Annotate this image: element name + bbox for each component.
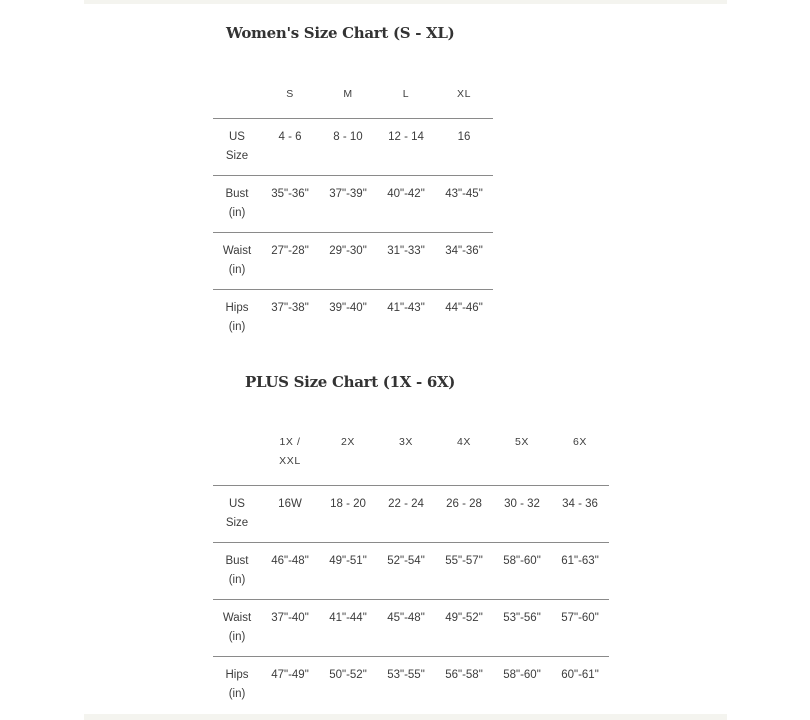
empty-header-cell (213, 76, 261, 119)
table-row: Bust (in) 35"-36" 37"-39" 40"-42" 43"-45" (213, 175, 493, 233)
table-cell: 49"-51" (319, 542, 377, 600)
table-cell: 46"-48" (261, 542, 319, 600)
cell-text: (in) (228, 688, 246, 700)
cell-text: Waist (222, 245, 252, 257)
column-header: 3X (377, 424, 435, 486)
table-row: Bust (in) 46"-48" 49"-51" 52"-54" 55"-57" 58"-… (213, 542, 609, 600)
column-header: M (343, 88, 353, 100)
table-cell: 58"-60" (493, 656, 551, 713)
table-cell: 49"-52" (435, 599, 493, 657)
table-cell: 37"-38" (261, 289, 319, 346)
table-row: Hips (in) 47"-49" 50"-52" 53"-55" 56"-58" 58"-… (213, 656, 609, 713)
table-cell: 16 (435, 118, 493, 176)
table-cell: 29"-30" (319, 232, 377, 290)
cell-text: Size (225, 517, 249, 529)
row-label: Bust (in) (213, 542, 261, 600)
column-header: L (402, 88, 410, 100)
top-divider-strip (84, 0, 727, 4)
cell-text: Bust (225, 188, 249, 200)
table-cell: 41"-44" (319, 599, 377, 657)
table-cell: 22 - 24 (377, 485, 435, 543)
cell-text: 2X (340, 436, 356, 448)
table-cell: 40"-42" (377, 175, 435, 233)
table-cell: 45"-48" (377, 599, 435, 657)
table-cell: 31"-33" (377, 232, 435, 290)
cell-text: 6X (572, 436, 588, 448)
table-cell: 44"-46" (435, 289, 493, 346)
cell-text: Size (225, 150, 249, 162)
row-label: Hips (in) (213, 289, 261, 346)
bottom-divider-strip (84, 714, 727, 720)
cell-text: 1X / (279, 436, 301, 448)
table-cell: 34 - 36 (551, 485, 609, 543)
table-cell: 50"-52" (319, 656, 377, 713)
cell-text: (in) (228, 207, 246, 219)
table-cell: 39"-40" (319, 289, 377, 346)
cell-text: (in) (228, 574, 246, 586)
table-cell: 57"-60" (551, 599, 609, 657)
cell-text: Hips (225, 669, 249, 681)
cell-text: Bust (225, 555, 249, 567)
row-label: Bust (in) (213, 175, 261, 233)
cell-text: 5X (514, 436, 530, 448)
column-header: XL (456, 88, 472, 100)
cell-text: Hips (225, 302, 249, 314)
row-label: Hips (in) (213, 656, 261, 713)
header-row: 1X / XXL 2X 3X 4X 5X 6X (213, 424, 609, 486)
table-cell: 52"-54" (377, 542, 435, 600)
column-header: S (286, 88, 294, 100)
cell-text: 3X (398, 436, 414, 448)
table-cell: 47"-49" (261, 656, 319, 713)
table-cell: 58"-60" (493, 542, 551, 600)
header-row: S M L XL (213, 76, 493, 119)
cell-text: (in) (228, 631, 246, 643)
column-header: 1X / XXL (261, 424, 319, 486)
table-cell: 60"-61" (551, 656, 609, 713)
empty-header-cell (213, 424, 261, 486)
column-header: 5X (493, 424, 551, 486)
cell-text: (in) (228, 264, 246, 276)
table-cell: 8 - 10 (319, 118, 377, 176)
table-cell: 30 - 32 (493, 485, 551, 543)
table-cell: 41"-43" (377, 289, 435, 346)
table-cell: 37"-40" (261, 599, 319, 657)
cell-text: (in) (228, 321, 246, 333)
table-cell: 4 - 6 (261, 118, 319, 176)
row-label: US Size (213, 118, 261, 176)
table-cell: 61"-63" (551, 542, 609, 600)
table-cell: 55"-57" (435, 542, 493, 600)
table-row: Hips (in) 37"-38" 39"-40" 41"-43" 44"-46" (213, 289, 493, 346)
cell-text: XXL (279, 455, 301, 467)
cell-text: US (229, 131, 245, 143)
table-cell: 27"-28" (261, 232, 319, 290)
table-cell: 37"-39" (319, 175, 377, 233)
table-cell: 18 - 20 (319, 485, 377, 543)
table-cell: 53"-56" (493, 599, 551, 657)
table-row: Waist (in) 27"-28" 29"-30" 31"-33" 34"-36" (213, 232, 493, 290)
plus-size-table: 1X / XXL 2X 3X 4X 5X 6X US Size 16W 18 - 20 22 - 24… (213, 424, 609, 713)
cell-text: 4X (456, 436, 472, 448)
table-row: US Size 16W 18 - 20 22 - 24 26 - 28 30 - 32 34 … (213, 485, 609, 543)
column-header: 4X (435, 424, 493, 486)
table-cell: 26 - 28 (435, 485, 493, 543)
row-label: US Size (213, 485, 261, 543)
table-cell: 35"-36" (261, 175, 319, 233)
column-header: 2X (319, 424, 377, 486)
table-row: Waist (in) 37"-40" 41"-44" 45"-48" 49"-52" 53"… (213, 599, 609, 657)
cell-text: US (229, 498, 245, 510)
row-label: Waist (in) (213, 599, 261, 657)
cell-text: Waist (222, 612, 252, 624)
table-cell: 12 - 14 (377, 118, 435, 176)
table-cell: 53"-55" (377, 656, 435, 713)
column-header: 6X (551, 424, 609, 486)
row-label: Waist (in) (213, 232, 261, 290)
women-size-chart-title: Women's Size Chart (S - XL) (226, 24, 455, 42)
table-cell: 34"-36" (435, 232, 493, 290)
table-cell: 16W (261, 485, 319, 543)
table-cell: 56"-58" (435, 656, 493, 713)
plus-size-chart-title: PLUS Size Chart (1X - 6X) (245, 373, 456, 391)
table-cell: 43"-45" (435, 175, 493, 233)
